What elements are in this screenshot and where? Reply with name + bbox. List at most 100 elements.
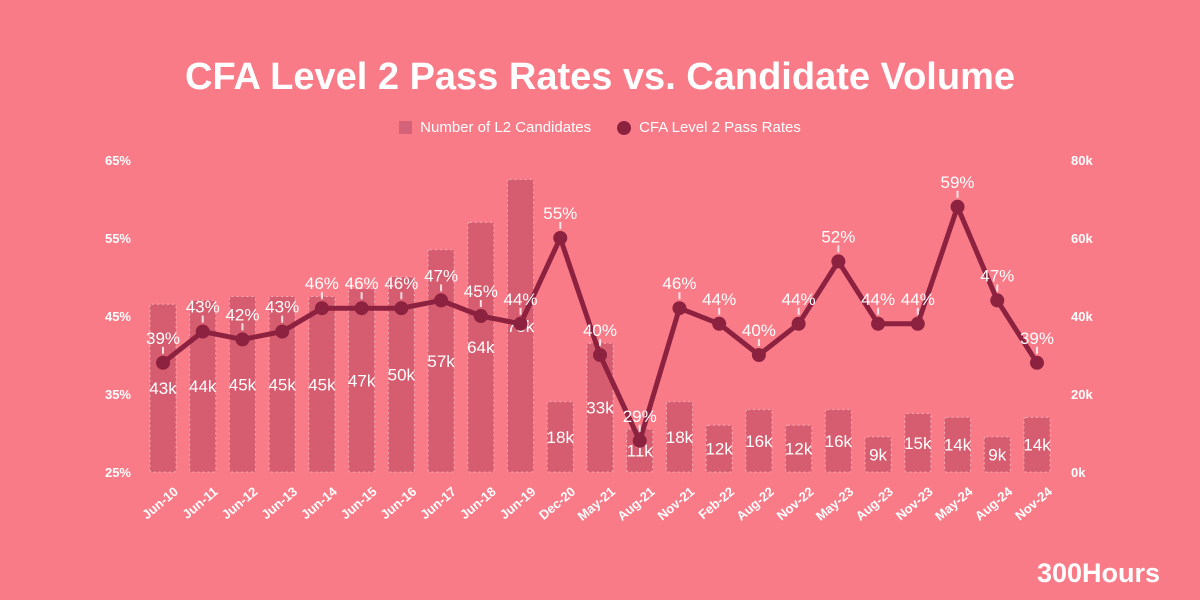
pass-rate-label: 39% xyxy=(1020,329,1054,348)
pass-rate-label: 46% xyxy=(662,274,696,293)
x-axis-label: Aug-21 xyxy=(614,484,657,524)
pass-rate-marker xyxy=(712,316,727,331)
bar-value-label: 45k xyxy=(268,375,296,394)
right-axis-tick-label: 60k xyxy=(1071,231,1093,246)
bar xyxy=(944,416,972,473)
left-axis-tick-label: 55% xyxy=(105,231,131,246)
bar xyxy=(387,276,415,473)
bar-value-label: 45k xyxy=(229,375,257,394)
bar-value-label: 50k xyxy=(388,366,416,385)
pass-rate-marker xyxy=(950,199,965,214)
x-axis-label: Nov-22 xyxy=(774,484,817,523)
bar xyxy=(546,401,574,473)
bar-value-label: 15k xyxy=(904,434,932,453)
bar-value-label: 47k xyxy=(348,371,376,390)
x-axis-label: Nov-21 xyxy=(655,484,698,523)
x-axis-label: Jun-17 xyxy=(417,484,459,522)
pass-rate-marker xyxy=(990,293,1005,308)
bar xyxy=(785,424,813,473)
x-axis-label: Jun-19 xyxy=(497,484,539,522)
pass-rate-label: 46% xyxy=(305,274,339,293)
pass-rate-marker xyxy=(513,316,528,331)
legend-entry-pass-rates: CFA Level 2 Pass Rates xyxy=(617,119,801,136)
x-axis-label: Jun-14 xyxy=(298,483,340,522)
pass-rate-label: 47% xyxy=(980,266,1014,285)
pass-rate-label: 44% xyxy=(782,290,816,309)
x-axis-label: Jun-12 xyxy=(219,484,261,522)
pass-rate-marker xyxy=(434,293,449,308)
pass-rate-marker xyxy=(275,324,290,339)
x-axis-label: Jun-15 xyxy=(338,484,380,522)
bar-value-label: 16k xyxy=(825,432,853,451)
bar-value-label: 14k xyxy=(944,436,972,455)
bar xyxy=(665,401,693,473)
bar xyxy=(467,221,495,473)
x-axis-label: Aug-22 xyxy=(733,484,776,524)
left-axis-tick-label: 35% xyxy=(105,387,131,402)
x-axis-label: May-23 xyxy=(813,484,856,524)
bar xyxy=(824,409,852,473)
pass-rate-marker xyxy=(314,301,329,316)
pass-rate-marker xyxy=(751,348,766,362)
bar-value-label: 64k xyxy=(467,338,495,357)
pass-rate-label: 29% xyxy=(623,407,657,426)
bar xyxy=(189,299,217,473)
x-axis-label: Jun-16 xyxy=(378,484,420,522)
bar xyxy=(348,288,376,473)
bar-value-label: 11k xyxy=(627,442,654,461)
x-axis-label: Jun-10 xyxy=(139,484,181,522)
pass-rate-marker xyxy=(553,231,568,245)
bar xyxy=(864,436,892,473)
bar-value-label: 12k xyxy=(785,440,813,459)
pass-rate-marker xyxy=(354,301,369,316)
bar-value-label: 43k xyxy=(149,379,177,398)
pass-rate-label: 44% xyxy=(504,290,538,309)
pass-rate-marker xyxy=(831,254,846,269)
bar-value-label: 44k xyxy=(189,377,217,396)
pass-rate-marker xyxy=(632,433,647,448)
pass-rate-marker xyxy=(235,332,250,347)
pass-rate-label: 44% xyxy=(901,290,935,309)
pass-rate-label: 52% xyxy=(821,227,855,246)
legend-entry-candidates: Number of L2 Candidates xyxy=(399,119,591,136)
pass-rate-marker xyxy=(791,316,806,331)
bar xyxy=(149,303,177,473)
legend-line-swatch-icon xyxy=(617,120,632,135)
pass-rate-label: 45% xyxy=(464,282,498,301)
bar-value-label: 33k xyxy=(586,399,614,418)
x-axis-label: Jun-18 xyxy=(457,484,499,522)
pass-rate-marker xyxy=(394,301,409,316)
right-axis-tick-label: 20k xyxy=(1071,387,1093,402)
pass-rate-label: 59% xyxy=(941,173,975,192)
legend-bar-label: Number of L2 Candidates xyxy=(420,119,592,136)
bar-value-label: 12k xyxy=(705,440,733,459)
bar xyxy=(745,409,773,473)
pass-rate-marker xyxy=(156,355,170,370)
pass-rate-label: 46% xyxy=(345,274,379,293)
x-axis-label: Aug-24 xyxy=(972,483,1016,523)
pass-rate-label: 55% xyxy=(543,204,577,223)
x-axis-label: Dec-20 xyxy=(536,484,578,523)
pass-rate-label: 43% xyxy=(186,298,220,317)
pass-rate-label: 42% xyxy=(225,305,259,324)
bar xyxy=(983,436,1011,473)
right-axis-tick-label: 40k xyxy=(1071,309,1093,324)
x-axis-label: Nov-24 xyxy=(1012,483,1055,523)
x-axis-label: Nov-23 xyxy=(893,484,936,523)
x-axis-label: Jun-13 xyxy=(258,484,300,522)
bar xyxy=(705,424,733,473)
legend-bar-swatch-icon xyxy=(399,121,413,134)
legend: Number of L2 Candidates CFA Level 2 Pass… xyxy=(0,119,1200,136)
pass-rate-marker xyxy=(473,309,488,323)
pass-rate-label: 43% xyxy=(265,298,299,317)
bar xyxy=(904,413,932,473)
pass-rate-label: 39% xyxy=(146,329,180,348)
pass-rate-marker xyxy=(910,316,925,331)
x-axis-label: Feb-22 xyxy=(695,484,737,522)
bar-value-label: 14k xyxy=(1023,436,1051,455)
pass-rate-label: 44% xyxy=(702,290,736,309)
pass-rate-label: 46% xyxy=(384,274,418,293)
right-axis-tick-label: 0k xyxy=(1071,465,1086,480)
